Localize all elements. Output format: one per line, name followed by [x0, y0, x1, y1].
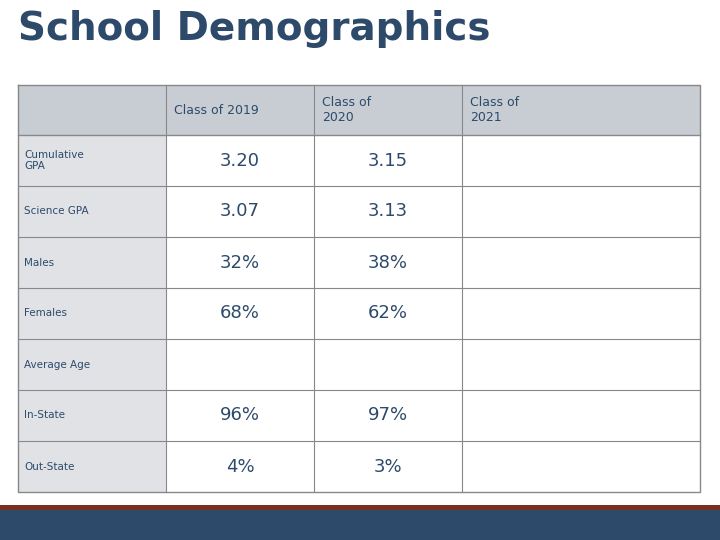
Bar — [314, 390, 462, 441]
Text: Class of 2019: Class of 2019 — [174, 104, 258, 117]
Bar — [166, 288, 314, 339]
Text: 32%: 32% — [220, 253, 260, 272]
Text: Class of
2020: Class of 2020 — [322, 96, 371, 124]
Bar — [314, 237, 462, 288]
Bar — [18, 85, 700, 135]
Text: 97%: 97% — [368, 407, 408, 424]
Bar — [314, 288, 462, 339]
Bar — [0, 505, 720, 540]
Text: Average Age: Average Age — [24, 360, 90, 369]
Text: Science GPA: Science GPA — [24, 206, 89, 217]
Text: Females: Females — [24, 308, 67, 319]
Text: 4%: 4% — [225, 457, 254, 476]
Text: In-State: In-State — [24, 410, 65, 421]
Bar — [166, 186, 314, 237]
Bar — [462, 288, 600, 339]
Bar — [166, 135, 314, 186]
Bar — [314, 135, 462, 186]
Text: School Demographics: School Demographics — [18, 10, 490, 48]
Bar — [18, 135, 166, 186]
Bar — [166, 339, 314, 390]
Bar — [18, 186, 166, 237]
Bar — [0, 505, 720, 510]
Bar — [462, 237, 600, 288]
Bar — [462, 135, 600, 186]
Text: 96%: 96% — [220, 407, 260, 424]
Text: Class of
2021: Class of 2021 — [470, 96, 519, 124]
Bar — [18, 339, 166, 390]
Bar — [18, 237, 166, 288]
Text: 3.07: 3.07 — [220, 202, 260, 220]
Text: 3.13: 3.13 — [368, 202, 408, 220]
Text: 62%: 62% — [368, 305, 408, 322]
Text: Out-State: Out-State — [24, 462, 74, 471]
Text: 38%: 38% — [368, 253, 408, 272]
Text: Males: Males — [24, 258, 54, 267]
Bar — [462, 339, 600, 390]
Text: 3.20: 3.20 — [220, 152, 260, 170]
Bar — [314, 441, 462, 492]
Bar — [166, 390, 314, 441]
Bar — [166, 441, 314, 492]
Bar — [314, 186, 462, 237]
Text: 3.15: 3.15 — [368, 152, 408, 170]
Text: 68%: 68% — [220, 305, 260, 322]
Bar — [314, 339, 462, 390]
Bar — [462, 441, 600, 492]
Text: 3%: 3% — [374, 457, 402, 476]
Bar — [462, 186, 600, 237]
Bar — [18, 288, 166, 339]
Bar — [18, 390, 166, 441]
Text: Cumulative
GPA: Cumulative GPA — [24, 150, 84, 171]
Bar — [462, 390, 600, 441]
Bar — [166, 237, 314, 288]
Bar — [18, 441, 166, 492]
